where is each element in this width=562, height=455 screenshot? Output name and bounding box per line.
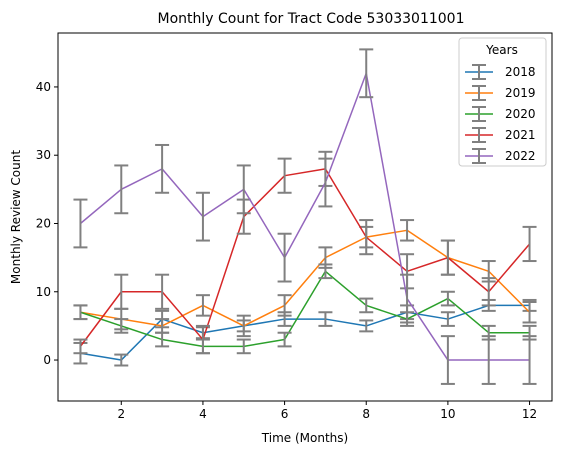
series-line-2020 [80, 270, 530, 348]
error-bar [522, 301, 537, 324]
legend-item-2018: 2018 [465, 64, 536, 80]
legend-error-icon [472, 64, 486, 80]
chart-title: Monthly Count for Tract Code 53033011001 [158, 11, 465, 27]
error-bar [359, 219, 374, 256]
series-2022 [73, 48, 537, 385]
error-bar [359, 297, 374, 314]
legend-item-2019: 2019 [465, 85, 536, 101]
error-bar [155, 331, 170, 348]
legend-title: Years [485, 43, 518, 57]
legend: Years 2018 2019 2020 2021 2022 [458, 37, 547, 167]
error-bar [155, 143, 170, 194]
error-bar [277, 232, 292, 283]
x-tick-label: 10 [440, 407, 455, 421]
error-bar [73, 198, 88, 249]
x-tick-label: 4 [199, 407, 207, 421]
legend-error-icon [472, 148, 486, 164]
error-bar [481, 277, 496, 307]
error-bar [236, 338, 251, 355]
error-bar [440, 290, 455, 307]
legend-item-2022: 2022 [465, 148, 536, 164]
y-tick-label: 10 [36, 285, 51, 299]
legend-error-icon [472, 127, 486, 143]
series-line-2018 [80, 304, 530, 361]
legend-item-2021: 2021 [465, 127, 536, 143]
error-bar [277, 294, 292, 317]
y-tick-label: 0 [43, 353, 51, 367]
error-bar [359, 48, 374, 99]
error-bar [277, 157, 292, 194]
series-2020 [73, 263, 537, 355]
legend-label-2022: 2022 [505, 149, 536, 163]
error-bar [440, 239, 455, 276]
error-bar [73, 338, 88, 355]
error-bar [236, 314, 251, 338]
y-tick-label: 30 [36, 148, 51, 162]
x-tick-label: 12 [522, 407, 537, 421]
error-bar [277, 331, 292, 348]
x-tick-label: 2 [117, 407, 125, 421]
legend-label-2019: 2019 [505, 86, 536, 100]
plot-frame [57, 32, 553, 402]
series-line-2021 [79, 168, 531, 347]
error-bar [440, 311, 455, 327]
error-bar [114, 164, 129, 215]
error-bar [195, 191, 210, 242]
series-2021 [73, 150, 537, 355]
error-bar [195, 294, 210, 317]
y-tick-label: 40 [36, 80, 51, 94]
plot-series [73, 48, 537, 385]
legend-item-2020: 2020 [465, 106, 536, 122]
y-axis: 0 10 20 30 40 [36, 80, 58, 367]
error-bar [236, 164, 251, 215]
error-bar [114, 273, 129, 310]
x-tick-label: 8 [362, 407, 370, 421]
error-bar [195, 324, 210, 355]
error-bar [400, 219, 415, 242]
series-line-2022 [79, 72, 530, 361]
error-bar [481, 335, 496, 385]
legend-error-icon [472, 106, 486, 122]
legend-label-2018: 2018 [505, 65, 536, 79]
legend-label-2020: 2020 [505, 107, 536, 121]
error-bar [522, 225, 537, 263]
error-bar [400, 273, 415, 324]
y-axis-label: Monthly Review Count [9, 150, 23, 284]
series-line-2019 [80, 229, 531, 327]
error-bar [318, 311, 333, 327]
error-bar [318, 263, 333, 280]
x-axis-label: Time (Months) [261, 431, 348, 445]
error-bar [73, 304, 88, 321]
legend-error-icon [472, 85, 486, 101]
error-bar [359, 319, 374, 333]
x-axis: 2 4 6 8 10 12 [117, 401, 537, 421]
error-bar [440, 335, 455, 385]
legend-box [458, 37, 547, 167]
error-bar [114, 353, 129, 367]
error-bar [114, 318, 129, 334]
error-bar [155, 273, 170, 310]
y-tick-label: 20 [36, 216, 51, 230]
x-tick-label: 6 [281, 407, 289, 421]
legend-label-2021: 2021 [505, 128, 536, 142]
error-bar [318, 157, 333, 208]
error-bar [522, 335, 537, 385]
